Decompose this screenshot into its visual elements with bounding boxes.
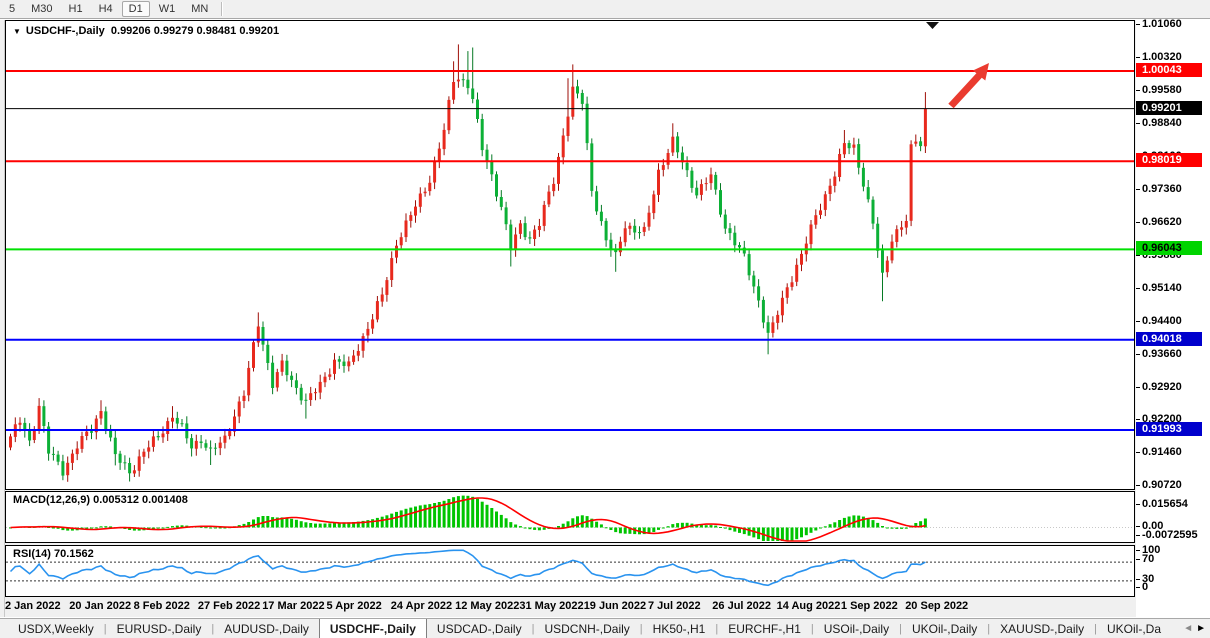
price-badge: 1.00043 [1136, 63, 1202, 77]
chart-tab-usdcnh-daily[interactable]: USDCNH-,Daily [544, 621, 630, 636]
window-left-edge [0, 20, 5, 617]
rsi-axis-label: 0 [1136, 581, 1148, 593]
chart-tab-usoil-daily[interactable]: USOil-,Daily [823, 621, 890, 636]
price-tick-label: 1.00320 [1136, 51, 1182, 63]
date-tick-label: 7 Jul 2022 [648, 600, 701, 612]
trend-arrow-annotation[interactable] [948, 63, 989, 109]
tabbar-divider [0, 617, 1210, 619]
bar-position-marker-icon [926, 22, 939, 29]
tab-separator: | [1094, 622, 1098, 635]
price-tick-label: 0.93660 [1136, 348, 1182, 360]
macd-canvas [6, 495, 1134, 542]
chart-tab-ukoil-daily[interactable]: UKOil-,Daily [911, 621, 978, 636]
rsi-indicator-panel[interactable] [5, 545, 1135, 597]
date-tick-label: 20 Jan 2022 [69, 600, 132, 612]
timeframe-button-5[interactable]: 5 [9, 3, 16, 15]
date-tick-label: 1 Sep 2022 [840, 600, 898, 612]
candlestick-chart-canvas[interactable] [6, 21, 1134, 489]
date-tick-label: 17 Mar 2022 [262, 600, 325, 612]
date-tick-label: 19 Jun 2022 [583, 600, 647, 612]
price-badge: 0.96043 [1136, 241, 1202, 256]
tab-separator: | [639, 622, 643, 635]
toolbar-divider [0, 18, 1210, 20]
price-axis: 1.010601.003200.995800.988400.981000.973… [1136, 18, 1210, 618]
rsi-line [9, 549, 926, 587]
toolbar-separator [221, 2, 224, 16]
price-tick-label: 0.90720 [1136, 479, 1182, 491]
price-badge: 0.91993 [1136, 422, 1202, 436]
price-tick-label: 0.96620 [1136, 216, 1182, 228]
chart-tab-usdcad-daily[interactable]: USDCAD-,Daily [436, 621, 522, 636]
rsi-axis-label: 100 [1136, 544, 1160, 556]
chart-tab-usdchf-daily[interactable]: USDCHF-,Daily [318, 619, 427, 638]
macd-indicator-panel[interactable] [5, 491, 1135, 543]
price-badge: 0.99201 [1136, 100, 1202, 115]
chart-tab-ukoil-da[interactable]: UKOil-,Da [1107, 621, 1162, 636]
price-tick-label: 0.94400 [1136, 315, 1182, 327]
date-tick-label: 14 Aug 2022 [776, 600, 841, 612]
rsi-axis-label: 30 [1136, 573, 1154, 585]
main-chart-panel[interactable] [5, 20, 1135, 490]
tab-separator: | [987, 622, 991, 635]
price-badge: 0.94018 [1136, 331, 1202, 346]
timeframe-button-h1[interactable]: H1 [68, 3, 83, 15]
tab-scroll-left-icon[interactable]: ◄ [1183, 623, 1194, 634]
chart-title: ▼ USDCHF-,Daily 0.99206 0.99279 0.98481 0… [13, 25, 279, 37]
date-tick-label: 26 Jul 2022 [712, 600, 772, 612]
timeframe-button-mn[interactable]: MN [191, 3, 209, 15]
chart-collapse-icon[interactable]: ▼ [13, 27, 21, 36]
chart-tab-hk50-h1[interactable]: HK50-,H1 [652, 621, 706, 636]
date-tick-label: 12 May 2022 [455, 600, 520, 612]
chart-tab-audusd-daily[interactable]: AUDUSD-,Daily [224, 621, 309, 636]
date-tick-label: 8 Feb 2022 [133, 600, 190, 612]
tab-scroll-right-icon[interactable]: ► [1196, 623, 1206, 634]
rsi-axis-label: 70 [1136, 553, 1154, 565]
date-tick-label: 24 Apr 2022 [390, 600, 453, 612]
tab-separator: | [103, 622, 107, 635]
price-tick-label: 0.92920 [1136, 381, 1182, 393]
tab-separator: | [211, 622, 215, 635]
price-tick-label: 0.99580 [1136, 84, 1182, 96]
date-tick-label: 31 May 2022 [519, 600, 584, 612]
macd-axis-label: -0.0072595 [1136, 529, 1198, 541]
date-axis: 2 Jan 2022 20 Jan 2022 8 Feb 2022 27 Feb 20… [5, 599, 1135, 615]
rsi-canvas [6, 549, 1134, 587]
price-tick-label: 0.95140 [1136, 282, 1182, 294]
tab-separator: | [715, 622, 719, 635]
chart-tab-bar: USDX,Weekly | EURUSD-,Daily | AUDUSD-,Daily U… [0, 619, 1210, 638]
tab-separator: | [810, 622, 814, 635]
date-tick-label: 2 Jan 2022 [5, 600, 61, 612]
date-tick-label: 27 Feb 2022 [197, 600, 261, 612]
date-tick-label: 5 Apr 2022 [326, 600, 382, 612]
price-tick-label: 0.91460 [1136, 446, 1182, 458]
rsi-label: RSI(14) 70.1562 [13, 548, 94, 560]
timeframe-button-m30[interactable]: M30 [31, 3, 53, 15]
chart-tab-xauusd-daily[interactable]: XAUUSD-,Daily [1000, 621, 1085, 636]
price-tick-label: 1.01060 [1136, 18, 1182, 30]
timeframe-button-d1[interactable]: D1 [121, 1, 150, 17]
macd-label: MACD(12,26,9) 0.005312 0.001408 [13, 494, 188, 506]
chart-tab-eurchf-h1[interactable]: EURCHF-,H1 [728, 621, 801, 636]
timeframe-button-w1[interactable]: W1 [158, 3, 176, 15]
macd-axis-label: 0.00 [1136, 520, 1163, 532]
tab-separator: | [531, 622, 535, 635]
macd-axis-label: 0.015654 [1136, 498, 1188, 510]
date-tick-label: 20 Sep 2022 [905, 600, 969, 612]
price-tick-label: 0.97360 [1136, 183, 1182, 195]
chart-tab-usdx-weekly[interactable]: USDX,Weekly [18, 621, 94, 636]
price-tick-label: 0.98840 [1136, 117, 1182, 129]
price-badge: 0.98019 [1136, 153, 1202, 168]
chart-ohlc-values: 0.99206 0.99279 0.98481 0.99201 [110, 25, 280, 37]
timeframe-toolbar: 5 M30 H1 H4 D1 W1 MN [0, 0, 1210, 18]
chart-tab-eurusd-daily[interactable]: EURUSD-,Daily [116, 621, 202, 636]
chart-symbol-label: USDCHF-,Daily [25, 25, 105, 37]
timeframe-button-h4[interactable]: H4 [98, 3, 113, 15]
tab-separator: | [899, 622, 902, 635]
